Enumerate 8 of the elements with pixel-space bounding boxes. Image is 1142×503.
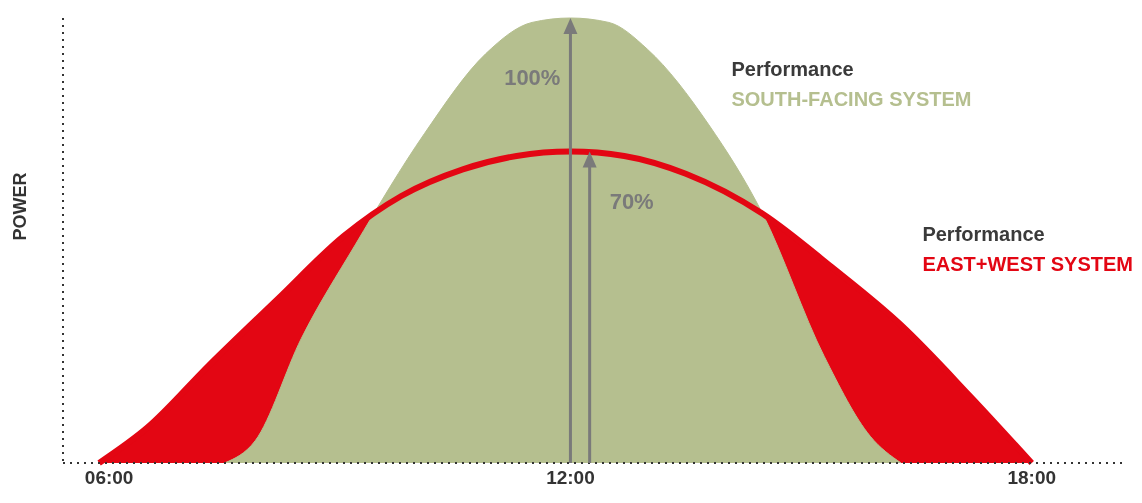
text: Performance EAST+WEST SYSTEM: [922, 222, 1133, 275]
annotation: 100%: [504, 64, 561, 90]
annotation: 70%: [609, 189, 654, 215]
y-axis-title: POWER: [10, 172, 31, 241]
series-label: Performance SOUTH-FACING SYSTEM: [731, 57, 972, 110]
x-tick-label: 06:00: [84, 467, 134, 489]
x-tick-label: 18:00: [1007, 467, 1057, 489]
x-tick-label: 12:00: [546, 467, 595, 489]
